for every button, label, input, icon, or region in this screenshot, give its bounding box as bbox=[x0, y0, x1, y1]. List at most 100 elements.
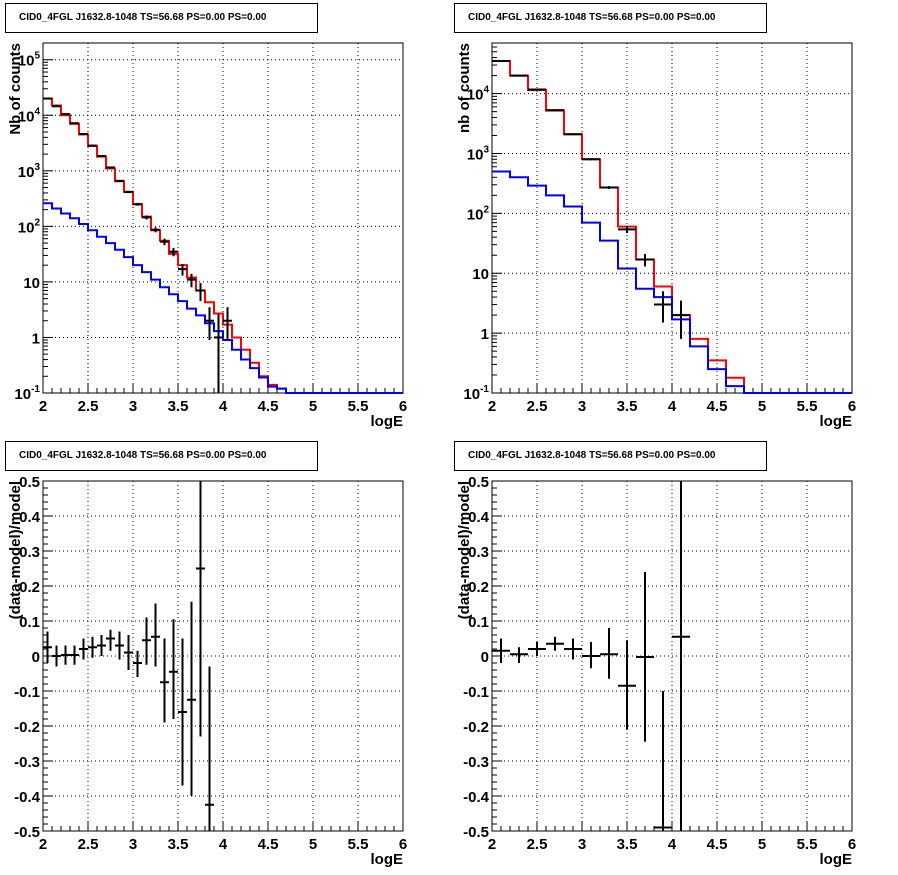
data-point bbox=[70, 122, 79, 125]
axes: 2 2.5 3 3.5 4 4.5 5 5.5 6 -0.5 -0.4 -0.3 -0.2 -0.1 0 0.… bbox=[14, 474, 407, 853]
y-tick-label: 0 bbox=[32, 649, 40, 666]
y-tick-label: 0.2 bbox=[19, 579, 40, 596]
y-tick-label: -0.2 bbox=[463, 719, 489, 736]
data-layer bbox=[492, 481, 690, 831]
data-point bbox=[160, 238, 169, 246]
data-point bbox=[546, 636, 564, 651]
data-point bbox=[52, 645, 61, 667]
y-tick-label: 0.4 bbox=[19, 509, 41, 526]
grid bbox=[492, 43, 852, 393]
data-point bbox=[61, 645, 70, 665]
data-point bbox=[43, 631, 52, 663]
x-tick-label: 3 bbox=[129, 398, 137, 415]
x-tick-label: 3.5 bbox=[617, 398, 638, 415]
data-point bbox=[97, 154, 106, 157]
y-axis-title: Nb of counts bbox=[7, 43, 24, 135]
plot-frame bbox=[42, 480, 404, 832]
panel-title: CID0_4FGL J1632.8-1048 TS=56.68 PS=0.00 … bbox=[5, 441, 318, 471]
y-tick-label: 0.2 bbox=[468, 579, 489, 596]
x-tick-label: 3 bbox=[129, 836, 137, 853]
y-tick-label: 10 bbox=[472, 266, 489, 283]
y-tick-label: 1 bbox=[32, 330, 40, 347]
panel-title: CID0_4FGL J1632.8-1048 TS=56.68 PS=0.00 … bbox=[5, 3, 318, 33]
x-tick-label: 5 bbox=[309, 398, 317, 415]
data-point bbox=[133, 202, 142, 206]
data-point bbox=[187, 601, 196, 796]
top-right-counts-panel: CID0_4FGL J1632.8-1048 TS=56.68 PS=0.00 … bbox=[449, 0, 898, 437]
x-tick-label: 5 bbox=[758, 836, 766, 853]
x-tick-label: 2 bbox=[39, 836, 47, 853]
data-point bbox=[492, 638, 510, 663]
data-point bbox=[151, 227, 160, 233]
residual-chart: 2 2.5 3 3.5 4 4.5 5 5.5 6 -0.5 -0.4 -0.3 -0.2 -0.1 0 0.… bbox=[7, 474, 407, 868]
x-axis-title: logE bbox=[371, 851, 404, 868]
x-tick-label: 2.5 bbox=[78, 836, 99, 853]
data-point bbox=[124, 190, 133, 194]
x-tick-label: 4.5 bbox=[707, 398, 728, 415]
data-point bbox=[582, 642, 600, 669]
data-point bbox=[600, 186, 618, 190]
y-tick-label: -0.4 bbox=[463, 789, 490, 806]
data-point bbox=[618, 640, 636, 730]
y-tick-label: 0.1 bbox=[19, 614, 40, 631]
data-point bbox=[169, 247, 178, 257]
data-point bbox=[79, 638, 88, 660]
plot-frame bbox=[42, 42, 404, 394]
residual-chart: 2 2.5 3 3.5 4 4.5 5 5.5 6 -0.5 -0.4 -0.3 -0.2 -0.1 0 0.… bbox=[456, 474, 856, 868]
x-tick-label: 2.5 bbox=[527, 836, 548, 853]
data-point bbox=[564, 133, 582, 136]
x-tick-label: 2 bbox=[39, 398, 47, 415]
y-tick-label: 1 bbox=[481, 326, 489, 343]
y-tick-label: 0.1 bbox=[468, 614, 489, 631]
x-tick-label: 2.5 bbox=[527, 398, 548, 415]
y-tick-label: 0.5 bbox=[19, 474, 40, 491]
plot-frame bbox=[491, 42, 853, 394]
y-tick-label: 0.3 bbox=[19, 544, 40, 561]
data-point bbox=[510, 647, 528, 663]
plot-frame bbox=[491, 480, 853, 832]
x-tick-label: 3 bbox=[578, 836, 586, 853]
data-point bbox=[79, 133, 88, 136]
data-point bbox=[672, 300, 690, 339]
y-tick-label: -0.3 bbox=[463, 754, 489, 771]
y-tick-label: 0.4 bbox=[468, 509, 490, 526]
y-axis-title: (data-model)/model bbox=[7, 481, 24, 619]
x-tick-label: 4 bbox=[668, 836, 677, 853]
x-tick-label: 4 bbox=[219, 836, 228, 853]
data-point bbox=[528, 642, 546, 656]
y-axis-title: nb of counts bbox=[456, 43, 473, 133]
data-point bbox=[205, 666, 214, 831]
grid bbox=[43, 481, 403, 831]
data-point bbox=[97, 635, 106, 656]
x-axis-title: logE bbox=[820, 413, 853, 430]
x-tick-label: 5 bbox=[309, 836, 317, 853]
y-tick-label: 102 bbox=[18, 217, 41, 236]
y-tick-label: -0.2 bbox=[14, 719, 40, 736]
panel-title: CID0_4FGL J1632.8-1048 TS=56.68 PS=0.00 … bbox=[454, 3, 767, 33]
y-tick-label: 0.3 bbox=[468, 544, 489, 561]
data-point bbox=[88, 144, 97, 147]
x-tick-label: 2 bbox=[488, 836, 496, 853]
y-tick-label: -0.1 bbox=[463, 684, 489, 701]
panel-title: CID0_4FGL J1632.8-1048 TS=56.68 PS=0.00 … bbox=[454, 441, 767, 471]
counts-histogram-chart: 2 2.5 3 3.5 4 4.5 5 5.5 610-1110102103104105logE… bbox=[7, 42, 407, 430]
grid bbox=[492, 481, 852, 831]
y-tick-label: -0.3 bbox=[14, 754, 40, 771]
data-point bbox=[654, 691, 672, 831]
x-tick-label: 4.5 bbox=[258, 398, 279, 415]
x-tick-label: 3 bbox=[578, 398, 586, 415]
data-point bbox=[636, 253, 654, 267]
x-tick-label: 3.5 bbox=[168, 398, 189, 415]
x-tick-label: 5.5 bbox=[797, 398, 818, 415]
data-point bbox=[564, 638, 582, 660]
data-point bbox=[546, 109, 564, 112]
data-point bbox=[187, 273, 196, 288]
data-point bbox=[115, 631, 124, 660]
x-tick-label: 4 bbox=[219, 398, 228, 415]
data-layer bbox=[43, 481, 214, 831]
axes: 2 2.5 3 3.5 4 4.5 5 5.5 6 -0.5 -0.4 -0.3 -0.2 -0.1 0 0.… bbox=[463, 474, 856, 853]
x-tick-label: 6 bbox=[848, 836, 856, 853]
y-tick-label: -0.4 bbox=[14, 789, 41, 806]
x-tick-label: 6 bbox=[399, 836, 407, 853]
data-point bbox=[133, 650, 142, 677]
